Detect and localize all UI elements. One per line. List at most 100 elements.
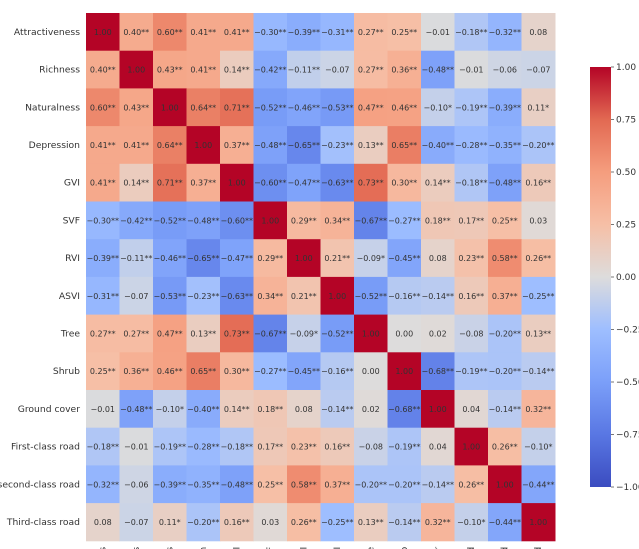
column-tick-label: RVI	[299, 547, 310, 549]
cell-value-label: 0.14**	[224, 66, 250, 75]
heatmap-cell	[521, 50, 556, 89]
cell-value-label: 0.16**	[324, 443, 350, 452]
cell-value-label: 0.00	[395, 329, 413, 338]
cell-value-label: 0.25**	[90, 367, 116, 376]
heatmap-cell	[387, 239, 422, 278]
cell-value-label: −0.19**	[455, 103, 488, 112]
colorbar-tick-label: −0.75	[616, 431, 639, 441]
heatmap-cell	[320, 465, 355, 504]
heatmap-cell	[320, 503, 355, 542]
cell-value-label: 1.00	[161, 103, 179, 112]
column-tick-label: SVF	[265, 547, 276, 549]
cell-value-label: −0.47**	[287, 179, 320, 188]
column-tick-label: ASVI	[332, 547, 343, 549]
row-tick-label: Naturalness	[25, 102, 80, 113]
heatmap-cell	[119, 88, 154, 127]
heatmap-cell	[253, 465, 288, 504]
heatmap-cell	[521, 13, 556, 52]
heatmap-cell	[253, 163, 288, 202]
heatmap-cell	[220, 201, 254, 240]
heatmap-cell	[421, 427, 455, 466]
heatmap-cell	[454, 163, 489, 202]
heatmap-cell	[320, 314, 355, 353]
cell-value-label: 0.26**	[458, 480, 484, 489]
heatmap-cell	[521, 239, 556, 278]
heatmap-cell	[421, 88, 455, 127]
cell-value-label: −0.16**	[321, 367, 354, 376]
heatmap-cell	[320, 88, 355, 127]
heatmap-cell	[488, 126, 522, 165]
heatmap-cell	[153, 503, 187, 542]
cell-value-label: −0.68**	[388, 405, 421, 414]
cell-value-label: −0.18**	[455, 28, 488, 37]
cell-value-label: 0.27**	[90, 329, 116, 338]
heatmap-cell	[421, 239, 455, 278]
cell-value-label: −0.31**	[321, 28, 354, 37]
cell-value-label: 0.41**	[190, 66, 216, 75]
heatmap-cell	[153, 465, 187, 504]
row-tick-label: Attractiveness	[14, 27, 80, 38]
cell-value-label: −0.52**	[321, 329, 354, 338]
cell-value-label: 1.00	[328, 292, 346, 301]
cell-value-label: −0.07	[124, 518, 149, 527]
cell-value-label: 0.04	[462, 405, 480, 414]
column-tick-label: Shrub	[399, 547, 410, 549]
cell-value-label: 0.23**	[458, 254, 484, 263]
heatmap-cell	[119, 465, 154, 504]
cell-value-label: 1.00	[194, 141, 212, 150]
cell-value-label: −0.52**	[153, 216, 186, 225]
cell-value-label: 0.47**	[157, 329, 183, 338]
heatmap-cell	[387, 50, 422, 89]
cell-value-label: 0.29**	[291, 216, 317, 225]
heatmap-cell	[387, 352, 422, 391]
heatmap-cell	[387, 390, 422, 429]
heatmap-cell	[387, 427, 422, 466]
cell-value-label: 0.17**	[257, 443, 283, 452]
cell-value-label: 0.23**	[291, 443, 317, 452]
heatmap-cell	[186, 503, 221, 542]
cell-value-label: 0.13**	[358, 141, 384, 150]
cell-value-label: −0.10*	[155, 405, 184, 414]
column-labels: Attractiveness Richness Naturalness Depress…	[98, 546, 545, 549]
heatmap-cell	[488, 427, 522, 466]
row-tick-label: Richness	[39, 65, 80, 76]
heatmap-cell	[421, 352, 455, 391]
cell-value-label: 0.25**	[257, 480, 283, 489]
heatmap-cell-labels: 1.00 0.40** 0.60** 0.41** 0.41** −0.30** −0.39…	[86, 28, 554, 527]
heatmap-cell	[220, 239, 254, 278]
cell-value-label: 0.13**	[190, 329, 216, 338]
cell-value-label: −0.46**	[153, 254, 186, 263]
heatmap-cell	[354, 88, 388, 127]
colorbar-tick-label: −0.25	[616, 326, 639, 336]
heatmap-cell	[287, 201, 321, 240]
cell-value-label: 0.13**	[358, 518, 384, 527]
cell-value-label: 0.37**	[492, 292, 518, 301]
heatmap-cell	[488, 465, 522, 504]
heatmap-cell	[354, 390, 388, 429]
cell-value-label: −0.35**	[488, 141, 521, 150]
cell-value-label: 0.04	[429, 443, 447, 452]
heatmap-cell	[421, 390, 455, 429]
heatmap-cell	[86, 50, 120, 89]
cell-value-label: 0.13**	[525, 329, 551, 338]
colorbar-tick-label: 0.00	[616, 273, 636, 283]
row-labels: Attractiveness Richness Naturalness Depress…	[0, 27, 80, 528]
heatmap-cell	[421, 314, 455, 353]
cell-value-label: −0.20**	[354, 480, 387, 489]
cell-value-label: 0.16**	[525, 179, 551, 188]
cell-value-label: −0.39**	[488, 103, 521, 112]
cell-value-label: 0.03	[529, 216, 547, 225]
column-tick-label: Naturalness	[165, 547, 176, 549]
cell-value-label: 0.65**	[190, 367, 216, 376]
cell-value-label: −0.44**	[488, 518, 521, 527]
cell-value-label: −0.45**	[388, 254, 421, 263]
cell-value-label: −0.39**	[153, 480, 186, 489]
cell-value-label: −0.67**	[254, 329, 287, 338]
cell-value-label: −0.23**	[187, 292, 220, 301]
heatmap-cell	[220, 88, 254, 127]
heatmap-cell	[521, 126, 556, 165]
cell-value-label: −0.35**	[187, 480, 220, 489]
column-tick-label: First-class road	[466, 547, 477, 549]
heatmap-cell	[354, 201, 388, 240]
heatmap-cell	[86, 239, 120, 278]
